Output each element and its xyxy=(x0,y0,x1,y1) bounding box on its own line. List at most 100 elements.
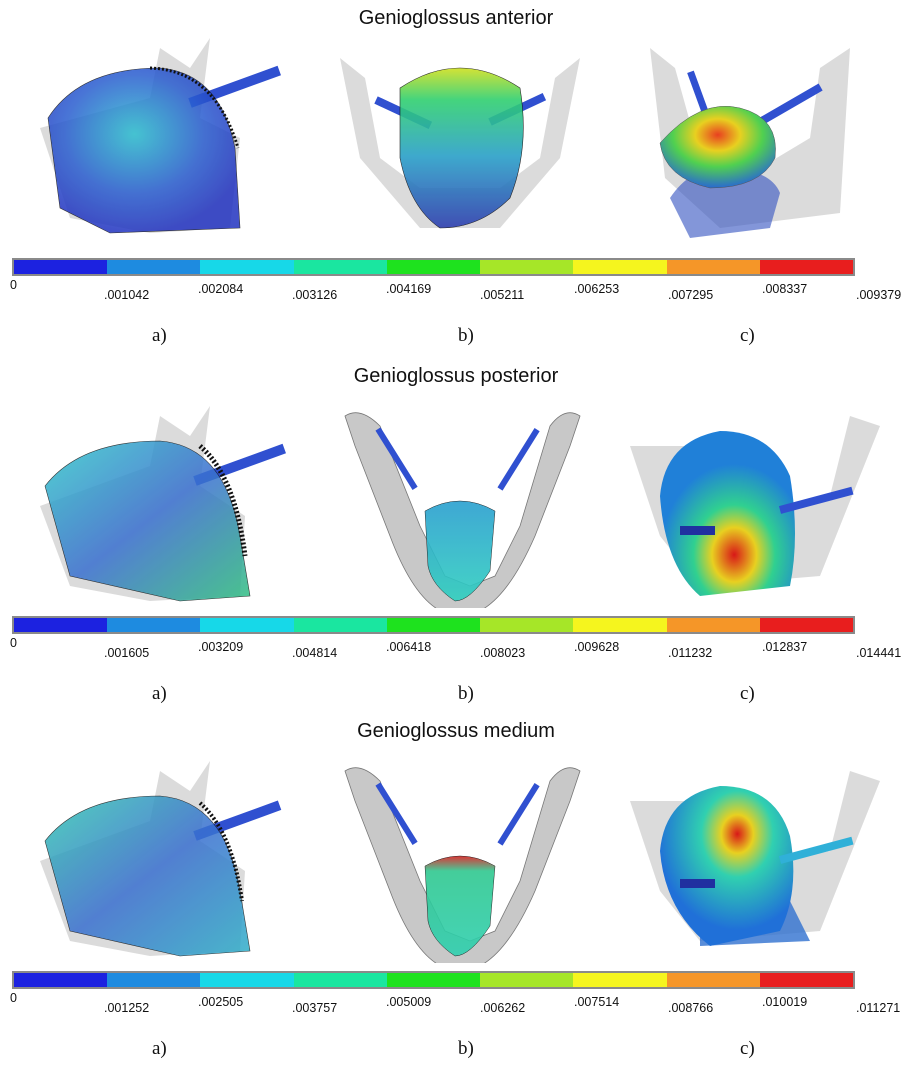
tick-label: .008337 xyxy=(762,282,808,296)
tongue-mesh xyxy=(47,67,241,234)
tick-label: .009379 xyxy=(856,288,902,302)
color-segment xyxy=(759,260,853,274)
panel-title: Genioglossus medium xyxy=(357,720,555,742)
color-segment xyxy=(293,260,387,274)
tick-label: .002505 xyxy=(198,995,244,1009)
tick-label: .005211 xyxy=(480,288,525,302)
tick-label: 0 xyxy=(10,636,17,650)
scale-ticks: 0 .001605 .003209 .004814 .006418 .00802… xyxy=(0,636,912,666)
tongue-surface xyxy=(660,786,794,946)
mandible-bone xyxy=(344,412,581,608)
tongue-mesh xyxy=(399,67,524,229)
view-a-lateral xyxy=(40,38,281,234)
tick-label: .001605 xyxy=(104,646,150,660)
muscle-fiber xyxy=(497,783,540,846)
views-row xyxy=(40,761,880,963)
sublabel-a: a) xyxy=(152,325,167,346)
tick-label: .004169 xyxy=(386,282,432,296)
mandible-bone xyxy=(344,767,581,963)
muscle-fiber xyxy=(758,83,823,126)
tick-label: .007295 xyxy=(668,288,714,302)
color-segment xyxy=(200,973,294,987)
color-segment xyxy=(200,260,294,274)
sublabel-b: b) xyxy=(458,325,474,346)
muscle-fiber xyxy=(497,428,540,491)
color-segment xyxy=(14,260,108,274)
tick-label: .006253 xyxy=(574,282,620,296)
tick-label: .002084 xyxy=(198,282,244,296)
view-b-front xyxy=(340,58,580,229)
mesh-outline xyxy=(149,66,240,149)
sublabel-c: c) xyxy=(740,325,755,346)
color-scale-bar xyxy=(12,616,855,634)
color-segment xyxy=(293,973,387,987)
tongue-surface xyxy=(659,105,776,189)
view-b-front xyxy=(344,767,581,963)
sublabel-b: b) xyxy=(458,683,474,704)
view-a-lateral xyxy=(40,761,282,957)
color-segment xyxy=(107,973,201,987)
tick-label: .003209 xyxy=(198,640,244,654)
tick-label: .011271 xyxy=(856,1001,901,1015)
tick-label: 0 xyxy=(10,278,17,292)
view-c-oblique xyxy=(650,48,850,238)
color-segment xyxy=(107,260,201,274)
scale-ticks: 0 .001042 .002084 .003126 .004169 .00521… xyxy=(0,278,912,308)
color-scale-bar xyxy=(12,258,855,276)
sublabel-c: c) xyxy=(740,683,755,704)
tick-label: .001042 xyxy=(104,288,150,302)
tongue-body xyxy=(670,168,780,238)
tick-label: .003126 xyxy=(292,288,338,302)
color-segment xyxy=(200,618,294,632)
muscle-fiber xyxy=(375,782,418,845)
color-segment xyxy=(14,618,108,632)
panel-medium: Genioglossus medium xyxy=(0,713,912,1070)
color-scale-bar xyxy=(12,971,855,989)
muscle-fiber xyxy=(375,427,418,490)
tongue-mesh xyxy=(44,795,251,957)
color-segment xyxy=(386,618,481,632)
sublabel-a: a) xyxy=(152,683,167,704)
color-segment xyxy=(666,973,760,987)
tick-label: .006418 xyxy=(386,640,432,654)
tick-label: .008023 xyxy=(480,646,526,660)
color-segment xyxy=(666,618,760,632)
tick-label: .004814 xyxy=(292,646,338,660)
panel-posterior: Genioglossus posterior xyxy=(0,358,912,715)
color-segment xyxy=(480,973,574,987)
mesh-outline xyxy=(198,444,248,557)
color-segment xyxy=(573,973,667,987)
mandible-bone xyxy=(340,58,580,228)
tick-label: .010019 xyxy=(762,995,808,1009)
tick-label: .003757 xyxy=(292,1001,338,1015)
tongue-surface xyxy=(660,431,795,596)
color-segment xyxy=(759,973,853,987)
color-segment xyxy=(480,618,574,632)
tick-label: .006262 xyxy=(480,1001,526,1015)
color-segment xyxy=(666,260,760,274)
tick-label: .008766 xyxy=(668,1001,714,1015)
tongue-mesh xyxy=(44,440,251,602)
tick-label: .001252 xyxy=(104,1001,150,1015)
mesh-outline xyxy=(198,801,244,902)
color-segment xyxy=(573,618,667,632)
tick-label: .007514 xyxy=(574,995,620,1009)
tick-label: .005009 xyxy=(386,995,432,1009)
tick-label: .012837 xyxy=(762,640,808,654)
color-segment xyxy=(386,973,481,987)
view-c-oblique xyxy=(630,416,880,596)
panel-title: Genioglossus anterior xyxy=(358,7,554,29)
muscle-fiber xyxy=(778,486,854,514)
tick-label: 0 xyxy=(10,991,17,1005)
color-segment xyxy=(480,260,574,274)
muscle-fiber xyxy=(680,526,715,535)
tick-label: .014441 xyxy=(856,646,902,660)
view-a-lateral xyxy=(40,406,286,602)
color-segment xyxy=(107,618,201,632)
color-segment xyxy=(759,618,853,632)
views-row xyxy=(40,406,880,608)
panel-anterior: Genioglossus anterior xyxy=(0,0,912,357)
sublabel-c: c) xyxy=(740,1038,755,1059)
sublabel-a: a) xyxy=(152,1038,167,1059)
tick-label: .011232 xyxy=(668,646,713,660)
